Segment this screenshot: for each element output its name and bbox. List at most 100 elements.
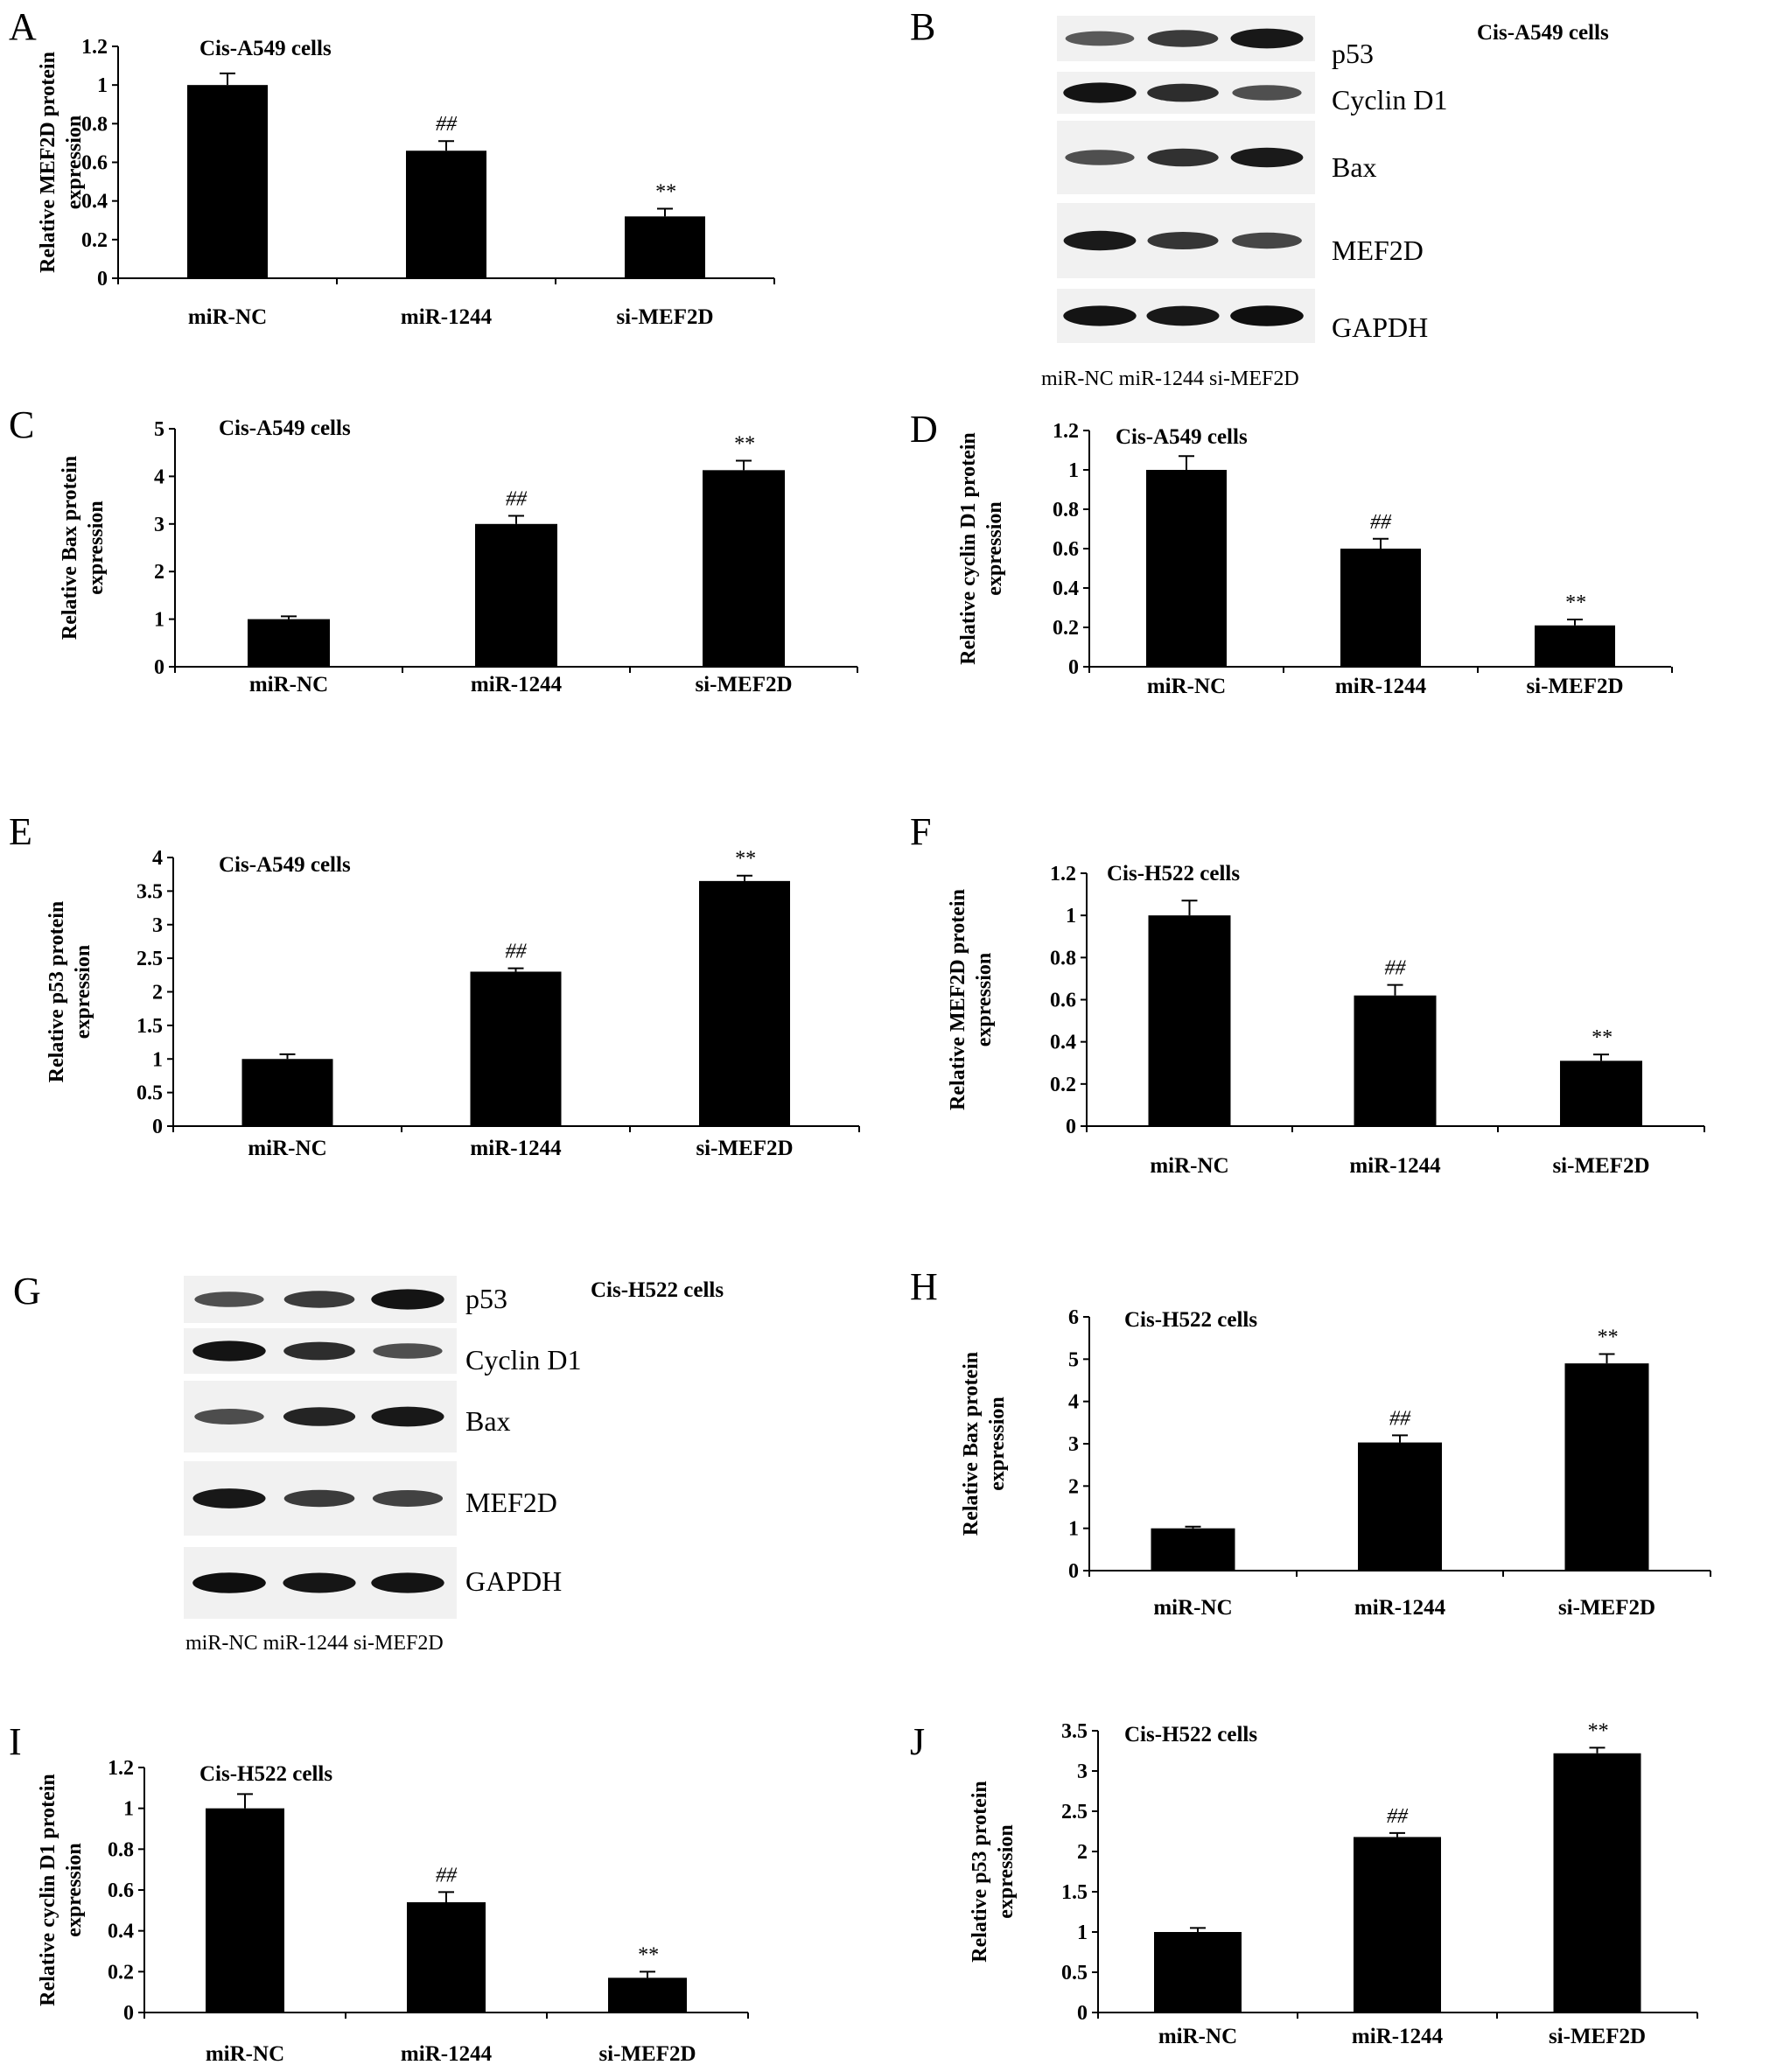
chart-title: Cis-H522 cells [1124, 1308, 1257, 1332]
chart-panel-c: C Cis-A549 cells Relative Bax protein expre… [9, 403, 858, 696]
blot-band [1063, 305, 1137, 326]
y-tick-label: 0 [154, 656, 164, 679]
y-tick-label: 0 [123, 2002, 134, 2025]
y-tick-label: 4 [154, 466, 164, 488]
x-tick-label: miR-1244 [401, 305, 493, 329]
significance-marker: ** [1587, 1719, 1608, 1742]
y-axis-label: Relative p53 protein expression [969, 1781, 1018, 1963]
y-tick-label: 0.8 [1053, 499, 1079, 522]
x-tick-label: si-MEF2D [1526, 675, 1623, 698]
significance-marker: ** [734, 848, 755, 871]
y-tick-label: 1.2 [1050, 863, 1076, 886]
y-axis-label-line2: expression [973, 953, 996, 1047]
y-axis-label: Relative p53 protein expression [45, 901, 94, 1083]
significance-marker: ** [1591, 1026, 1612, 1049]
y-axis-label: Relative Bax protein expression [59, 456, 108, 640]
x-tick-label: miR-NC [1153, 1596, 1232, 1620]
y-axis-label-line1: Relative Bax protein [960, 1352, 983, 1536]
protein-label: p53 [465, 1283, 507, 1314]
blot-band [1065, 150, 1135, 165]
chart-title: Cis-A549 cells [1116, 425, 1248, 449]
blot-band [1232, 85, 1302, 101]
panel-letter: G [13, 1270, 41, 1312]
significance-marker: ## [1370, 511, 1392, 534]
bar-mir-1244 [407, 1902, 486, 2012]
y-tick-label: 0.2 [1053, 617, 1079, 640]
protein-label: Cyclin D1 [1332, 84, 1447, 116]
bar-si-mef2d [703, 470, 785, 667]
blot-band [371, 1572, 444, 1593]
y-axis-label-line1: Relative p53 protein [969, 1781, 991, 1963]
y-tick-label: 2 [154, 561, 164, 584]
chart-title: Cis-H522 cells [199, 1762, 332, 1786]
panel-letter: A [9, 5, 37, 48]
bar-mir-1244 [1354, 1837, 1441, 2012]
significance-marker: ** [637, 1943, 658, 1966]
y-tick-label: 1 [152, 1048, 163, 1071]
bar-si-mef2d [1553, 1753, 1641, 2012]
y-axis-label: Relative MEF2D protein expression [947, 889, 996, 1110]
blot-panel-g: G Cis-H522 cells p53 Cyclin D1 Bax MEF2D GAPDH… [13, 1270, 724, 1655]
x-tick-label: miR-NC [206, 2042, 284, 2066]
significance-marker: ** [654, 181, 675, 204]
y-tick-label: 0.6 [108, 1880, 134, 1902]
y-tick-label: 0.8 [81, 113, 108, 136]
y-tick-label: 1 [1066, 905, 1076, 928]
y-tick-label: 3 [154, 514, 164, 536]
blot-band [283, 1341, 355, 1361]
x-tick-label: miR-NC [248, 1137, 326, 1160]
y-axis-label-line2: expression [85, 500, 108, 595]
y-tick-label: 1.5 [136, 1015, 163, 1038]
blot-band [283, 1572, 356, 1593]
chart-title: Cis-H522 cells [1124, 1723, 1257, 1746]
bar-mir-nc [1154, 1932, 1242, 2012]
protein-label: GAPDH [465, 1565, 562, 1597]
y-tick-label: 0.4 [81, 191, 108, 214]
protein-label: Bax [1332, 151, 1377, 183]
chart-title: Cis-H522 cells [1107, 862, 1240, 886]
x-tick-label: miR-1244 [1349, 1154, 1441, 1178]
blot-panel-b: B Cis-A549 cells p53 Cyclin D1 Bax MEF2D GAPDH… [910, 5, 1609, 390]
blot-band [283, 1291, 355, 1308]
x-tick-label: miR-1244 [1335, 675, 1427, 698]
x-tick-label: miR-NC [1147, 675, 1226, 698]
chart-panel-f: F Cis-H522 cells Relative MEF2D protein exp… [910, 810, 1705, 1178]
y-tick-label: 1 [1077, 1922, 1088, 1944]
x-tick-label: miR-1244 [471, 673, 563, 696]
y-axis-label-line1: Relative cyclin D1 protein [37, 1774, 59, 2006]
y-tick-label: 1 [154, 609, 164, 632]
y-axis-label-line2: expression [986, 1396, 1009, 1491]
y-axis-label: Relative Bax protein expression [960, 1352, 1009, 1536]
panel-letter: E [9, 810, 32, 853]
y-tick-label: 0.4 [1050, 1032, 1076, 1054]
y-tick-label: 2 [1077, 1841, 1088, 1864]
bar-mir-nc [1146, 470, 1227, 667]
y-tick-label: 3 [1077, 1760, 1088, 1783]
bar-mir-nc [248, 619, 330, 667]
y-tick-label: 6 [1068, 1306, 1079, 1329]
y-tick-label: 1.5 [1061, 1881, 1088, 1904]
y-axis-label: Relative cyclin D1 protein expression [37, 1774, 86, 2006]
y-tick-label: 1 [1068, 1518, 1079, 1541]
x-tick-label: miR-1244 [1352, 2025, 1444, 2048]
blot-band [192, 1572, 266, 1593]
y-tick-label: 0.5 [136, 1082, 163, 1105]
y-tick-label: 0.8 [108, 1838, 134, 1861]
y-tick-label: 3 [152, 914, 163, 937]
bar-si-mef2d [1560, 1060, 1642, 1126]
panel-letter: B [910, 5, 935, 48]
bar-mir-nc [1148, 915, 1231, 1126]
y-axis-label-line1: Relative MEF2D protein [37, 52, 59, 273]
y-tick-label: 0.6 [1050, 990, 1076, 1012]
y-tick-label: 3.5 [1061, 1720, 1088, 1743]
chart-panel-e: E Cis-A549 cells Relative p53 protein expre… [9, 810, 860, 1160]
y-axis-label-line2: expression [63, 116, 86, 210]
protein-label: Cyclin D1 [465, 1344, 581, 1376]
panel-letter: C [9, 403, 34, 446]
x-tick-label: si-MEF2D [695, 673, 792, 696]
bar-mir-1244 [1354, 995, 1437, 1126]
protein-label: GAPDH [1332, 312, 1428, 343]
y-axis-label-line1: Relative p53 protein [45, 901, 68, 1083]
blot-band [192, 1488, 266, 1508]
x-tick-label: miR-1244 [470, 1137, 562, 1160]
